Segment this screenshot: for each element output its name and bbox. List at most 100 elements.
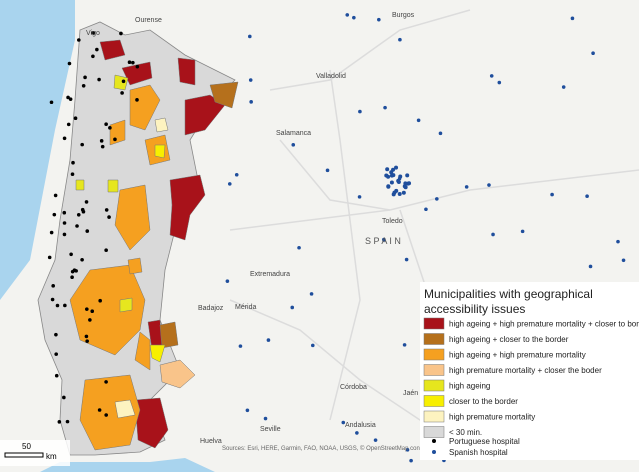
spanish-hospital bbox=[394, 188, 399, 193]
spanish-hospital bbox=[341, 420, 346, 425]
spanish-hospital bbox=[405, 173, 410, 178]
spanish-hospital bbox=[325, 168, 330, 173]
place-label: Badajoz bbox=[198, 305, 224, 312]
spanish-hospital bbox=[487, 183, 491, 187]
legend-swatch bbox=[423, 426, 445, 438]
spanish-hospital bbox=[405, 448, 410, 452]
municipality bbox=[127, 257, 143, 275]
legend-box bbox=[420, 282, 639, 460]
municipality bbox=[154, 117, 169, 133]
spanish-hospital bbox=[352, 15, 356, 20]
spanish-hospital bbox=[355, 431, 359, 435]
portuguese-hospital bbox=[88, 318, 92, 322]
spanish-hospital bbox=[263, 416, 268, 421]
region-label: S P A I N bbox=[365, 236, 401, 246]
spanish-hospital bbox=[291, 143, 296, 147]
portuguese-hospital bbox=[135, 64, 140, 69]
portuguese-hospital bbox=[54, 332, 58, 337]
place-label: Vigo bbox=[86, 30, 100, 37]
municipality bbox=[154, 144, 166, 159]
region-label: Andalusia bbox=[345, 422, 376, 429]
municipalities bbox=[69, 39, 239, 451]
spanish-hospital bbox=[401, 190, 406, 195]
legend-label: high ageing + closer to the border bbox=[449, 335, 569, 344]
spanish-hospital bbox=[585, 194, 589, 199]
portuguese-hospital bbox=[131, 60, 135, 65]
portuguese-hospital bbox=[135, 98, 139, 102]
municipality bbox=[134, 397, 169, 449]
legend-title: Municipalities with geographical bbox=[424, 287, 593, 301]
portuguese-hospital bbox=[113, 137, 117, 142]
spanish-hospital bbox=[382, 237, 386, 242]
spanish-hospital bbox=[358, 109, 362, 114]
municipality bbox=[159, 321, 179, 349]
portuguese-hospital bbox=[62, 221, 67, 225]
spanish-hospital bbox=[391, 173, 396, 178]
legend-label: high ageing + high premature mortality bbox=[449, 351, 586, 360]
portuguese-hospital bbox=[62, 210, 67, 215]
spanish-hospital bbox=[249, 100, 253, 104]
spanish-hospital bbox=[588, 264, 593, 269]
legend-label: Spanish hospital bbox=[449, 448, 508, 457]
spanish-hospital bbox=[234, 172, 239, 177]
portuguese-hospital bbox=[95, 47, 99, 52]
place-label: Ourense bbox=[135, 17, 162, 24]
spanish-hospital bbox=[297, 245, 301, 250]
spanish-hospital bbox=[391, 192, 396, 197]
region-label: Extremadura bbox=[250, 271, 290, 278]
portuguese-hospital bbox=[91, 54, 95, 59]
portuguese-hospital bbox=[104, 413, 108, 417]
portuguese-hospital bbox=[53, 193, 58, 198]
portuguese-hospital bbox=[62, 232, 67, 237]
place-label: Burgos bbox=[392, 12, 415, 19]
portuguese-hospital bbox=[119, 31, 123, 36]
municipality bbox=[114, 399, 136, 419]
legend-label: high ageing bbox=[449, 382, 490, 391]
portuguese-hospital bbox=[127, 60, 132, 65]
portuguese-hospital bbox=[97, 408, 102, 412]
place-label: Salamanca bbox=[276, 130, 311, 137]
municipality bbox=[159, 359, 196, 389]
portuguese-hospital bbox=[49, 230, 54, 235]
municipality bbox=[113, 74, 129, 91]
portuguese-hospital bbox=[104, 208, 109, 212]
portuguese-hospital bbox=[104, 380, 108, 384]
spanish-hospital bbox=[373, 438, 378, 442]
spanish-hospital bbox=[416, 118, 421, 123]
place-label: Córdoba bbox=[340, 384, 367, 391]
legend-label: Portuguese hospital bbox=[449, 437, 520, 446]
legend-swatch bbox=[423, 364, 445, 376]
spanish-hospital bbox=[497, 80, 502, 85]
portuguese-hospital bbox=[75, 224, 79, 228]
spanish-hospital bbox=[621, 258, 626, 263]
municipality bbox=[177, 57, 196, 86]
portuguese-hospital bbox=[63, 303, 67, 308]
portuguese-hospital bbox=[62, 136, 67, 141]
portuguese-hospital bbox=[104, 122, 108, 127]
portuguese-hospital bbox=[50, 297, 55, 302]
legend-swatch bbox=[423, 348, 445, 361]
portuguese-hospital bbox=[54, 352, 58, 356]
spanish-hospital bbox=[389, 180, 394, 185]
spanish-hospital bbox=[377, 17, 381, 22]
legend-label: closer to the border bbox=[449, 397, 518, 406]
place-label: Mérida bbox=[235, 304, 257, 311]
portuguese-hospital bbox=[80, 207, 85, 212]
portuguese-hospital bbox=[84, 200, 89, 204]
municipality bbox=[149, 344, 166, 363]
portuguese-hospital bbox=[62, 395, 66, 400]
spanish-hospital bbox=[407, 181, 412, 186]
portuguese-hospital bbox=[55, 303, 60, 308]
spanish-hospital bbox=[345, 13, 350, 17]
portuguese-hospital bbox=[120, 91, 124, 95]
legend-label: high premature mortality + closer the bo… bbox=[449, 366, 602, 375]
municipality bbox=[134, 331, 151, 371]
spanish-hospital bbox=[357, 195, 362, 199]
spanish-hospital bbox=[245, 408, 250, 413]
spanish-hospital bbox=[385, 167, 390, 172]
portuguese-hospital bbox=[83, 75, 87, 80]
portuguese-hospital bbox=[66, 122, 71, 127]
spanish-hospital bbox=[396, 178, 401, 183]
portuguese-hospital bbox=[108, 126, 112, 130]
portuguese-hospital bbox=[68, 97, 73, 101]
